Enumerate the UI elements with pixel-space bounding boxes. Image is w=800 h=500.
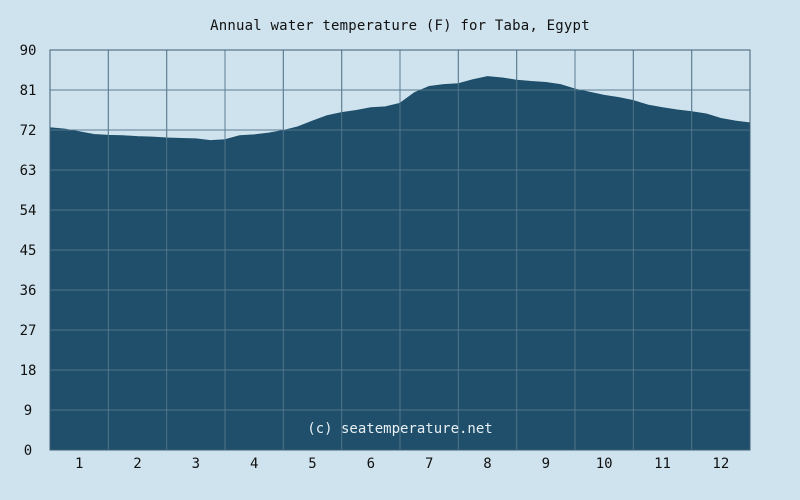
y-tick-label: 45	[20, 243, 37, 259]
x-tick-label: 8	[483, 456, 491, 472]
y-tick-label: 27	[20, 323, 37, 339]
y-tick-labels: 0 9 18 27 36 45 54 63 72 81 90	[20, 43, 37, 459]
y-tick-label: 0	[24, 443, 32, 459]
grid-overlay	[50, 50, 750, 450]
x-tick-label: 5	[308, 456, 316, 472]
x-tick-label: 2	[133, 456, 141, 472]
y-tick-label: 90	[20, 43, 37, 59]
y-tick-label: 36	[20, 283, 37, 299]
x-tick-label: 1	[75, 456, 83, 472]
x-tick-labels: 1 2 3 4 5 6 7 8 9 10 11 12	[75, 456, 729, 472]
y-tick-label: 63	[20, 163, 37, 179]
y-tick-label: 18	[20, 363, 37, 379]
x-tick-label: 4	[250, 456, 258, 472]
x-tick-label: 7	[425, 456, 433, 472]
y-tick-label: 81	[20, 83, 37, 99]
y-tick-label: 72	[20, 123, 37, 139]
y-tick-label: 9	[24, 403, 32, 419]
plot-border	[49, 49, 751, 451]
x-tick-label: 12	[712, 456, 729, 472]
x-tick-label: 9	[542, 456, 550, 472]
y-tick-label: 54	[20, 203, 37, 219]
copyright-watermark: (c) seatemperature.net	[307, 421, 492, 437]
x-tick-label: 11	[654, 456, 671, 472]
chart-title: Annual water temperature (F) for Taba, E…	[210, 18, 590, 34]
x-tick-label: 10	[596, 456, 613, 472]
x-tick-label: 3	[192, 456, 200, 472]
x-tick-label: 6	[367, 456, 375, 472]
